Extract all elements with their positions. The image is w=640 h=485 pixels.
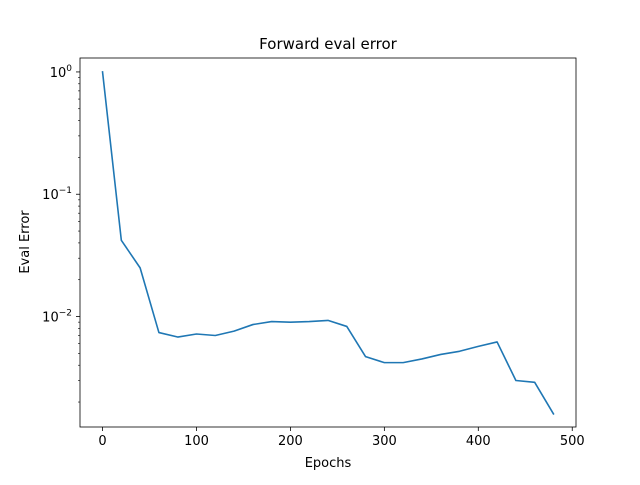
x-tick-label: 100 [184, 434, 209, 449]
x-axis-label: Epochs [305, 456, 352, 471]
y-axis-label: Eval Error [18, 210, 33, 274]
x-tick-label: 300 [372, 434, 397, 449]
chart-title: Forward eval error [259, 35, 397, 53]
x-tick-label: 0 [98, 434, 106, 449]
x-tick-label: 200 [278, 434, 303, 449]
x-tick-label: 500 [560, 434, 585, 449]
x-tick-label: 400 [466, 434, 491, 449]
